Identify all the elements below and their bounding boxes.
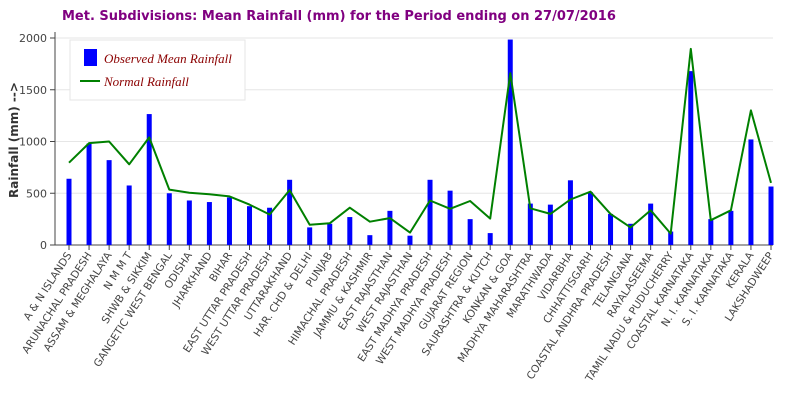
bar-observed bbox=[668, 231, 674, 245]
bar-observed bbox=[146, 114, 152, 245]
y-tick-label: 2000 bbox=[19, 32, 47, 45]
line-normal bbox=[68, 47, 772, 235]
bar-observed bbox=[347, 217, 353, 245]
bar-observed bbox=[527, 203, 533, 245]
bar-observed bbox=[186, 200, 192, 245]
legend-swatch-observed bbox=[84, 49, 97, 66]
bar-observed bbox=[507, 39, 513, 245]
bar-observed bbox=[387, 210, 393, 245]
bar-observed bbox=[407, 235, 413, 245]
bar-observed bbox=[728, 210, 734, 245]
axis-layer bbox=[50, 32, 773, 250]
bar-observed bbox=[748, 139, 754, 245]
bar-observed bbox=[567, 180, 573, 245]
bar-observed bbox=[467, 219, 473, 245]
bar-observed bbox=[587, 192, 593, 245]
bar-observed bbox=[327, 223, 333, 245]
y-tick-label: 0 bbox=[40, 239, 47, 252]
bar-observed bbox=[247, 206, 253, 245]
bar-observed bbox=[106, 160, 112, 245]
y-axis-label: Rainfall (mm) --> bbox=[7, 82, 21, 198]
bar-observed bbox=[66, 178, 72, 245]
bar-observed bbox=[648, 203, 654, 245]
bar-observed bbox=[427, 179, 433, 245]
bar-observed bbox=[487, 233, 493, 245]
y-tick-label: 1000 bbox=[19, 136, 47, 149]
y-tick-label: 500 bbox=[26, 187, 47, 200]
bar-observed bbox=[608, 213, 614, 245]
legend-label-normal: Normal Rainfall bbox=[103, 74, 189, 89]
bar-observed bbox=[547, 204, 553, 245]
legend: Observed Mean Rainfall Normal Rainfall bbox=[69, 39, 246, 101]
bar-observed bbox=[226, 197, 232, 245]
bar-observed bbox=[708, 219, 714, 245]
bar-observed bbox=[307, 227, 313, 245]
line-layer bbox=[68, 47, 772, 235]
bar-observed bbox=[166, 193, 172, 245]
legend-label-observed: Observed Mean Rainfall bbox=[104, 51, 232, 66]
bar-observed bbox=[267, 207, 273, 245]
chart-title: Met. Subdivisions: Mean Rainfall (mm) fo… bbox=[62, 9, 616, 24]
legend-box bbox=[69, 39, 246, 101]
y-tick-label: 1500 bbox=[19, 84, 47, 97]
bar-observed bbox=[86, 143, 92, 245]
bar-observed bbox=[126, 185, 132, 245]
bar-observed bbox=[367, 235, 373, 245]
bar-observed bbox=[628, 223, 634, 245]
bar-layer bbox=[66, 39, 774, 246]
bar-observed bbox=[206, 202, 212, 245]
bar-observed bbox=[768, 186, 774, 245]
bar-observed bbox=[447, 190, 453, 245]
bar-observed bbox=[688, 71, 694, 246]
bar-observed bbox=[287, 179, 293, 245]
